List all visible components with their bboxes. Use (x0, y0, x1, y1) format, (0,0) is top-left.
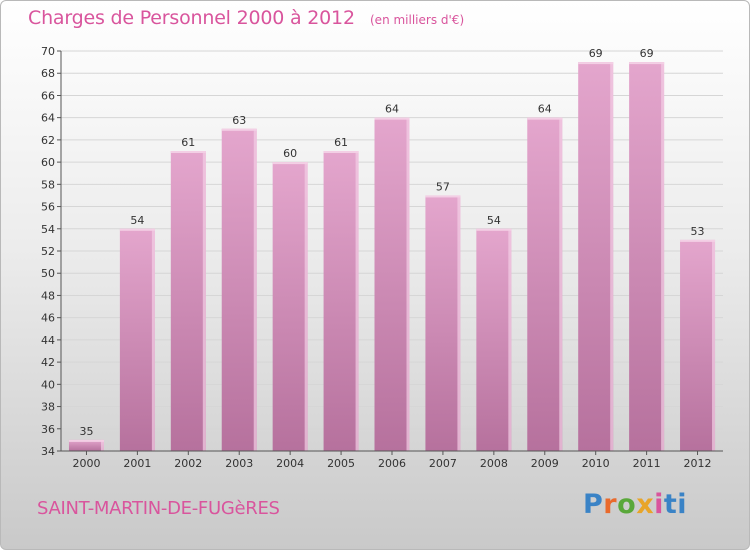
bar (680, 239, 716, 451)
data-label: 57 (436, 180, 450, 193)
bar-top-edge (119, 228, 155, 231)
bar-top-edge (680, 239, 716, 242)
data-label: 61 (334, 136, 348, 149)
logo-letter: o (617, 489, 637, 520)
bar-top-edge (68, 439, 104, 442)
data-label: 61 (181, 136, 195, 149)
x-tick-label: 2010 (582, 457, 610, 470)
logo-letter: P (583, 489, 604, 520)
bar-side-edge (406, 117, 410, 452)
x-tick-label: 2008 (480, 457, 508, 470)
logo-letter: r (603, 489, 618, 520)
x-tick-label: 2011 (633, 457, 661, 470)
bar-side-edge (304, 162, 308, 451)
bar (425, 195, 461, 451)
x-tick-label: 2006 (378, 457, 406, 470)
data-label: 53 (691, 225, 705, 238)
y-tick-label: 58 (41, 178, 55, 191)
bar (374, 117, 410, 452)
y-tick-label: 66 (41, 89, 55, 102)
bar-top-edge (221, 128, 257, 131)
data-label: 63 (232, 114, 246, 127)
bar-side-edge (151, 228, 155, 451)
data-label: 35 (79, 425, 93, 438)
y-tick-label: 62 (41, 134, 55, 147)
y-tick-label: 54 (41, 223, 55, 236)
y-tick-label: 38 (41, 401, 55, 414)
bar (323, 151, 359, 451)
bar-top-edge (374, 117, 410, 120)
bar-top-edge (476, 228, 512, 231)
bar (68, 439, 104, 451)
bar-top-edge (578, 62, 614, 65)
data-label: 60 (283, 147, 297, 160)
data-label: 64 (385, 103, 399, 116)
chart-title: Charges de Personnel 2000 à 2012 (28, 7, 355, 29)
bar (578, 62, 614, 451)
x-tick-label: 2009 (531, 457, 559, 470)
bar-top-edge (170, 151, 206, 153)
bar-side-edge (508, 228, 512, 451)
data-label: 69 (640, 47, 654, 60)
y-tick-label: 50 (41, 267, 55, 280)
y-tick-label: 40 (41, 378, 55, 391)
data-label: 64 (538, 103, 552, 116)
data-label: 54 (487, 214, 501, 227)
y-tick-label: 36 (41, 423, 55, 436)
chart-subtitle: (en milliers d'€) (370, 13, 465, 27)
data-label: 54 (130, 214, 144, 227)
y-tick-label: 60 (41, 156, 55, 169)
bars-layer: 35 54 61 63 60 61 64 57 54 64 69 69 53 (68, 47, 716, 452)
y-tick-label: 68 (41, 67, 55, 80)
bar-side-edge (355, 151, 359, 451)
bar-top-edge (425, 195, 461, 198)
x-tick-label: 2001 (123, 457, 151, 470)
y-tick-label: 46 (41, 312, 55, 325)
y-tick-label: 42 (41, 356, 55, 369)
bar-side-edge (202, 151, 206, 451)
bar-side-edge (610, 62, 614, 451)
bar (272, 162, 308, 451)
y-tick-label: 44 (41, 334, 55, 347)
y-tick-label: 52 (41, 245, 55, 258)
y-tick-label: 70 (41, 45, 55, 58)
x-tick-label: 2004 (276, 457, 304, 470)
proxiti-logo: Proxiti (583, 489, 687, 520)
place-name: SAINT-MARTIN-DE-FUGèRES (37, 498, 280, 519)
logo-letter: i (654, 489, 664, 520)
y-tick-label: 48 (41, 289, 55, 302)
x-tick-label: 2005 (327, 457, 355, 470)
x-tick-label: 2012 (684, 457, 712, 470)
bar (170, 151, 206, 451)
x-tick-label: 2000 (72, 457, 100, 470)
bar (629, 62, 665, 451)
y-tick-label: 64 (41, 112, 55, 125)
bar (476, 228, 512, 451)
bar-top-edge (323, 151, 359, 153)
bar-side-edge (661, 62, 665, 451)
bar-top-edge (629, 62, 665, 65)
bar-side-edge (253, 128, 257, 451)
logo-letter: i (677, 489, 688, 520)
bar-top-edge (527, 117, 563, 120)
bar-side-edge (712, 239, 716, 451)
axis-layer: 34 36 38 40 42 44 46 48 50 52 54 56 58 60 62 64 66 68 70 20… (41, 45, 723, 470)
x-tick-label: 2007 (429, 457, 457, 470)
x-tick-label: 2003 (225, 457, 253, 470)
bar (527, 117, 563, 452)
bar (119, 228, 155, 451)
y-tick-label: 34 (41, 445, 55, 458)
bar-side-edge (559, 117, 563, 452)
bar (221, 128, 257, 451)
logo-letter: t (663, 489, 678, 520)
x-tick-label: 2002 (174, 457, 202, 470)
data-label: 69 (589, 47, 603, 60)
bar-top-edge (272, 162, 308, 165)
bar-side-edge (457, 195, 461, 451)
logo-letter: x (636, 489, 655, 520)
y-tick-label: 56 (41, 201, 55, 214)
bar-side-edge (100, 439, 104, 451)
